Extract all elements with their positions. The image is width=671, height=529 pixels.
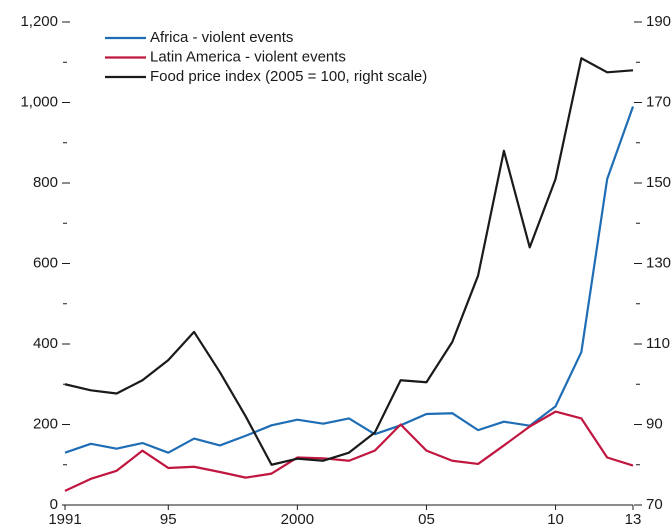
y-tick-label: 400 xyxy=(33,335,58,352)
series-line xyxy=(64,410,634,492)
x-tick-label: 1991 xyxy=(48,511,81,528)
legend-label: Food price index (2005 = 100, right scal… xyxy=(150,68,427,85)
y-tick-label: 800 xyxy=(33,174,58,191)
x-tick-label: 13 xyxy=(625,511,642,528)
y-tick-label: 200 xyxy=(33,415,58,432)
x-tick-label: 95 xyxy=(160,511,177,528)
y2-tick-label: 90 xyxy=(646,415,663,432)
y-tick-label: 0 xyxy=(50,496,58,513)
y-tick-label: 1,200 xyxy=(20,13,58,30)
x-tick-label: 10 xyxy=(547,511,564,528)
x-tick-label: 2000 xyxy=(281,511,314,528)
y2-tick-label: 170 xyxy=(646,93,671,110)
y2-tick-label: 70 xyxy=(646,496,663,513)
y-tick-label: 600 xyxy=(33,254,58,271)
y2-tick-label: 150 xyxy=(646,174,671,191)
legend-label: Latin America - violent events xyxy=(150,48,346,65)
y2-tick-label: 130 xyxy=(646,254,671,271)
y2-tick-label: 190 xyxy=(646,13,671,30)
x-tick-label: 05 xyxy=(418,511,435,528)
legend-label: Africa - violent events xyxy=(150,29,293,46)
y2-tick-label: 110 xyxy=(646,335,670,352)
y-tick-label: 1,000 xyxy=(20,93,58,110)
series-line xyxy=(64,106,635,454)
series-line xyxy=(64,57,634,466)
